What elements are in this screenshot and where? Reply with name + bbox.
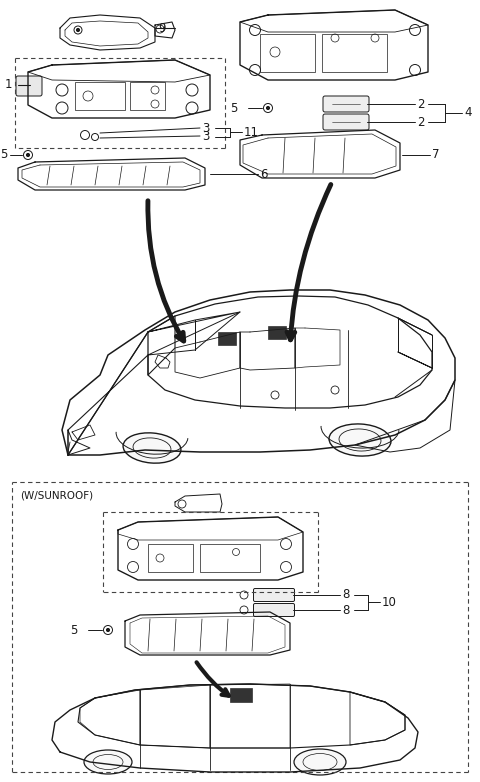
Bar <box>148 544 193 572</box>
Text: 5: 5 <box>230 102 238 114</box>
Text: 6: 6 <box>260 167 267 181</box>
FancyBboxPatch shape <box>253 589 295 601</box>
FancyBboxPatch shape <box>253 604 295 616</box>
Circle shape <box>76 28 80 31</box>
Circle shape <box>33 83 37 87</box>
Text: (W/SUNROOF): (W/SUNROOF) <box>20 491 93 501</box>
Ellipse shape <box>123 433 181 463</box>
Bar <box>200 544 260 572</box>
Text: 8: 8 <box>342 604 349 616</box>
Text: 4: 4 <box>464 106 471 120</box>
FancyBboxPatch shape <box>16 76 42 96</box>
Bar <box>218 332 236 345</box>
Bar <box>75 82 125 110</box>
Circle shape <box>26 153 29 156</box>
Circle shape <box>107 629 109 632</box>
Bar <box>230 688 252 702</box>
Bar <box>260 34 315 72</box>
Text: 5: 5 <box>70 623 77 637</box>
Bar <box>268 326 286 339</box>
Text: 1: 1 <box>5 78 12 91</box>
Ellipse shape <box>294 749 346 775</box>
Text: 3: 3 <box>202 131 209 144</box>
Text: 2: 2 <box>417 98 424 110</box>
Text: 8: 8 <box>342 589 349 601</box>
Text: 10: 10 <box>382 596 397 608</box>
Ellipse shape <box>84 750 132 774</box>
Bar <box>322 34 387 72</box>
Text: 3: 3 <box>202 121 209 135</box>
Text: 2: 2 <box>417 116 424 128</box>
Text: 11: 11 <box>244 125 259 138</box>
Text: 9: 9 <box>158 21 166 34</box>
FancyBboxPatch shape <box>323 114 369 130</box>
Text: 7: 7 <box>432 149 440 162</box>
Ellipse shape <box>329 424 391 456</box>
Bar <box>130 82 165 110</box>
Text: 5: 5 <box>0 149 7 162</box>
FancyBboxPatch shape <box>323 96 369 112</box>
Circle shape <box>266 106 269 109</box>
